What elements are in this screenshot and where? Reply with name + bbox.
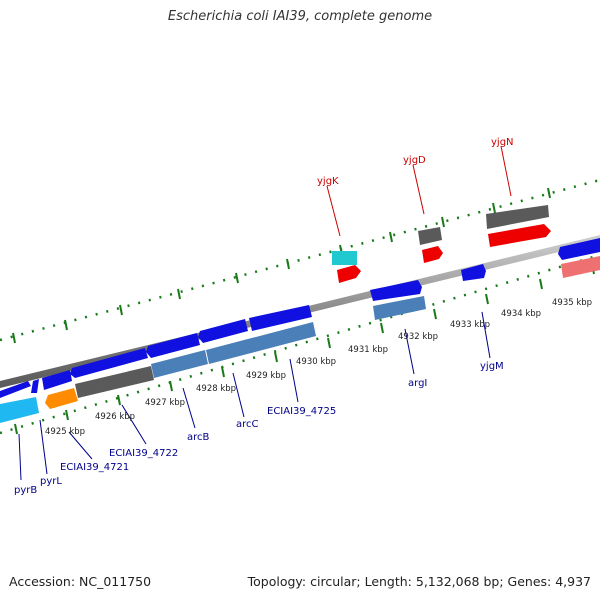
kbp-label-4933: 4933 kbp [450,320,490,330]
gene-blue-1[interactable] [0,381,31,398]
gene-label-yjgN[interactable]: yjgN [491,137,514,148]
gene-blue-6[interactable] [198,319,248,343]
reverse-label-lines [18,311,491,481]
gene-gray-yjgN[interactable] [486,205,549,229]
kbp-label-4925: 4925 kbp [45,427,85,437]
gene-blue-yjgM-region[interactable] [461,264,486,281]
gene-label-argI[interactable]: argI [408,378,427,389]
gene-label-pyrB[interactable]: pyrB [14,485,37,496]
gene-orange-pyrL[interactable] [45,388,78,409]
gene-blue-3[interactable] [42,370,72,390]
gene-label-yjgD[interactable]: yjgD [403,155,426,166]
gene-cyan-yjgK[interactable] [332,251,357,265]
gene-red-yjgD[interactable] [422,246,443,263]
kbp-label-4930: 4930 kbp [296,357,336,367]
gene-red-yjgN[interactable] [488,224,551,247]
gene-blue-4[interactable] [70,348,148,378]
tick-track-outer [0,178,600,342]
gene-lightblue-pyrB[interactable] [0,397,39,423]
accession-text: Accession: NC_011750 [9,574,152,589]
kbp-label-4935: 4935 kbp [552,298,592,308]
kbp-tick-labels: 4925 kbp 4926 kbp 4927 kbp 4928 kbp 4929… [45,298,592,437]
gene-blue-5[interactable] [146,333,200,358]
gene-blue-2[interactable] [31,379,39,393]
kbp-label-4929: 4929 kbp [246,371,286,381]
gene-label-yjgM[interactable]: yjgM [480,361,504,372]
gene-blue-argI-region[interactable] [370,280,422,301]
gene-label-yjgK[interactable]: yjgK [317,176,339,187]
gene-label-ECIAI39_4722[interactable]: ECIAI39_4722 [109,448,178,459]
gene-blue-right[interactable] [558,238,600,260]
gene-red-yjgK[interactable] [337,265,361,283]
gene-steel-argI[interactable] [373,296,426,320]
genome-summary-text: Topology: circular; Length: 5,132,068 bp… [247,574,591,589]
gene-gray-yjgD[interactable] [418,227,442,245]
gene-blue-7[interactable] [249,305,312,331]
kbp-label-4934: 4934 kbp [501,309,541,319]
gene-label-arcB[interactable]: arcB [187,432,210,443]
map-title: Escherichia coli IAI39, complete genome [167,9,433,24]
gene-steel-arcC[interactable] [206,322,316,364]
gene-pink-right[interactable] [561,256,600,278]
gene-label-pyrL[interactable]: pyrL [40,476,62,487]
gene-gray-4721[interactable] [75,366,154,398]
major-ticks-outer [12,187,551,344]
gene-label-ECIAI39_4721[interactable]: ECIAI39_4721 [60,462,129,473]
kbp-label-4928: 4928 kbp [196,384,236,394]
forward-gene-labels: yjgK yjgD yjgN [317,137,514,187]
gene-label-arcC[interactable]: arcC [236,419,259,430]
kbp-label-4932: 4932 kbp [398,332,438,342]
kbp-label-4931: 4931 kbp [348,345,388,355]
reverse-gene-labels: pyrB pyrL ECIAI39_4721 ECIAI39_4722 arcB… [14,361,504,496]
forward-label-lines [326,145,512,237]
gene-label-ECIAI39_4725[interactable]: ECIAI39_4725 [267,406,336,417]
gene-steel-arcB[interactable] [151,350,208,378]
kbp-label-4926: 4926 kbp [95,412,135,422]
kbp-label-4927: 4927 kbp [145,398,185,408]
